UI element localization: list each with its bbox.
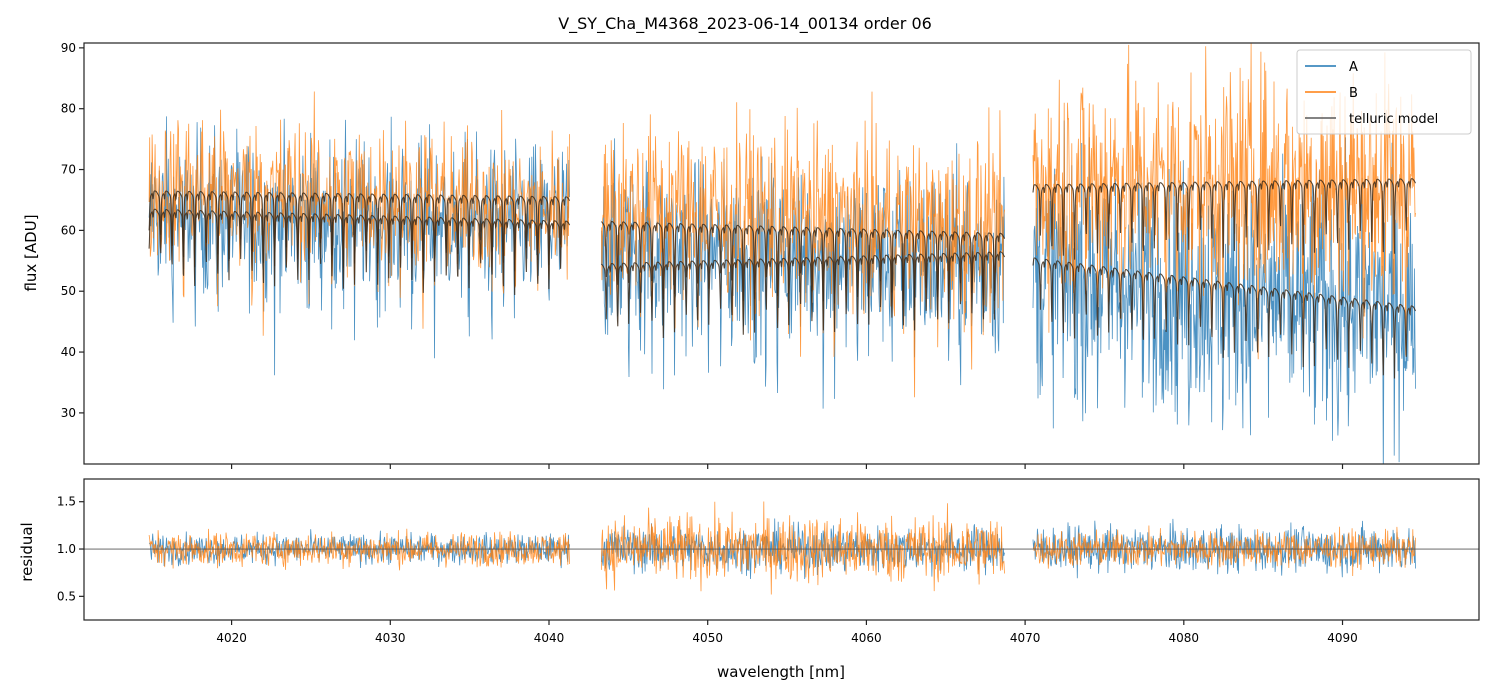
legend-label-b: B — [1349, 86, 1358, 101]
flux-plot-area — [148, 43, 1416, 464]
flux-x-ticks — [230, 464, 1344, 469]
flux-y-tick-label: 90 — [61, 41, 76, 55]
flux-axes-frame — [83, 42, 1480, 465]
flux-panel: 30 40 50 60 70 80 90 flux [ADU] A B telluric m… — [22, 41, 1480, 469]
residual-y-tick-label: 0.5 — [57, 589, 76, 603]
residual-y-axis-label: residual — [18, 522, 36, 581]
telluric-model-lower-segment-3 — [1032, 257, 1416, 379]
flux-y-tick-label: 40 — [61, 345, 76, 359]
residual-x-tick-label: 4030 — [375, 631, 406, 645]
legend-label-a: A — [1349, 60, 1358, 75]
residual-x-ticks: 4020 4030 4040 4050 4060 4070 4080 4090 — [216, 620, 1358, 645]
flux-y-axis-label: flux [ADU] — [22, 214, 40, 291]
telluric-model-lower-segment-2 — [601, 251, 1006, 339]
flux-series-b-segment-1 — [148, 91, 570, 336]
legend: A B telluric model — [1296, 49, 1472, 135]
flux-y-tick-label: 50 — [61, 284, 76, 298]
residual-y-tick-label: 1.0 — [57, 542, 76, 556]
telluric-model-lower-segment-1 — [148, 208, 571, 296]
residual-series-b-segment-1 — [148, 528, 570, 571]
flux-y-tick-label: 70 — [61, 163, 76, 177]
flux-y-tick-label: 80 — [61, 102, 76, 116]
residual-x-tick-label: 4020 — [216, 631, 247, 645]
residual-series-b-segment-2 — [601, 501, 1005, 595]
residual-x-tick-label: 4040 — [534, 631, 565, 645]
residual-x-tick-label: 4050 — [692, 631, 723, 645]
flux-y-tick-label: 30 — [61, 406, 76, 420]
residual-series-b-segment-3 — [1032, 525, 1416, 577]
flux-series-b-segment-2 — [601, 91, 1005, 398]
residual-series-a-segment-3 — [1032, 518, 1416, 579]
x-axis-label: wavelength [nm] — [717, 663, 845, 681]
residual-y-ticks: 0.5 1.0 1.5 — [57, 495, 84, 603]
flux-y-ticks: 30 40 50 60 70 80 90 — [61, 41, 84, 420]
legend-box — [1296, 49, 1472, 135]
residual-x-tick-label: 4090 — [1327, 631, 1358, 645]
telluric-model-upper-segment-1 — [148, 190, 571, 272]
residual-x-tick-label: 4070 — [1010, 631, 1041, 645]
residual-x-tick-label: 4080 — [1169, 631, 1200, 645]
residual-plot-area — [84, 501, 1479, 595]
flux-y-tick-label: 60 — [61, 223, 76, 237]
chart-title: V_SY_Cha_M4368_2023-06-14_00134 order 06 — [558, 14, 932, 34]
telluric-model-upper-segment-3 — [1032, 178, 1416, 260]
residual-panel: 0.51.01.5 4020 4030 4040 4050 4060 4070 4080 40… — [18, 478, 1480, 681]
legend-label-telluric: telluric model — [1349, 112, 1438, 127]
residual-x-tick-label: 4060 — [851, 631, 882, 645]
residual-y-tick-label: 1.5 — [57, 495, 76, 509]
